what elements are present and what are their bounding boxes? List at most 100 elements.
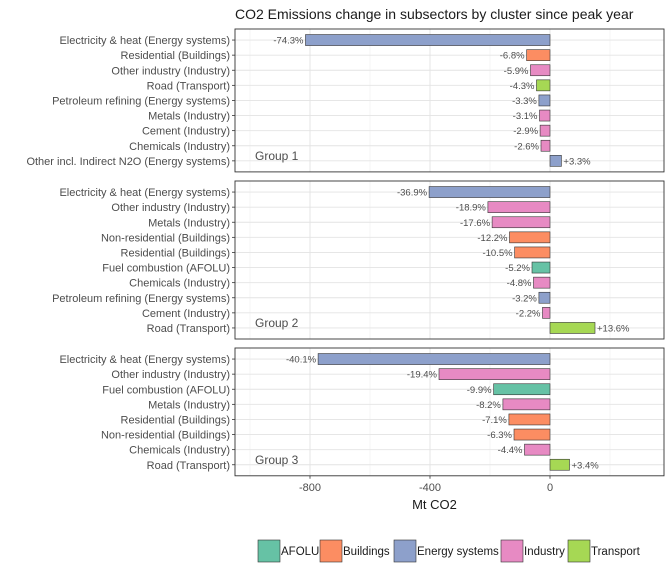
data-label: -74.3%: [273, 36, 304, 47]
data-label: -36.9%: [397, 188, 428, 199]
y-tick-label: Non-residential (Buildings): [101, 232, 230, 244]
y-tick-label: Chemicals (Industry): [129, 141, 230, 153]
data-label: -3.2%: [512, 293, 537, 304]
panel-border: [234, 180, 665, 340]
legend-label: AFOLU: [281, 546, 319, 558]
bar: [493, 383, 551, 396]
y-tick-label: Chemicals (Industry): [129, 278, 230, 290]
y-tick-label: Residential (Buildings): [121, 247, 230, 259]
data-label: -7.1%: [482, 415, 507, 426]
data-label: -4.8%: [507, 278, 532, 289]
data-label: -3.1%: [513, 111, 538, 122]
bar: [549, 322, 596, 334]
data-label: -3.3%: [512, 96, 537, 107]
data-label: +13.6%: [597, 323, 630, 334]
y-tick-label: Metals (Industry): [148, 111, 230, 123]
data-label: -4.3%: [510, 81, 535, 92]
y-tick-label: Fuel combustion (AFOLU): [102, 384, 230, 396]
legend-key: [567, 539, 591, 563]
chart-title: CO2 Emissions change in subsectors by cl…: [235, 6, 634, 22]
legend-label: Buildings: [343, 546, 390, 558]
y-tick-label: Other industry (Industry): [111, 369, 230, 381]
y-tick-label: Electricity & heat (Energy systems): [59, 187, 230, 199]
bar: [542, 307, 551, 319]
bar: [533, 276, 551, 289]
legend-label: Industry: [524, 546, 565, 558]
bar: [508, 413, 551, 426]
y-tick-label: Other industry (Industry): [111, 202, 230, 214]
panel-border: [234, 347, 665, 477]
y-tick-label: Non-residential (Buildings): [101, 430, 230, 442]
x-tick-label: 0: [547, 482, 553, 494]
data-label: -10.5%: [482, 248, 513, 259]
y-tick-label: Cement (Industry): [142, 126, 230, 138]
data-label: -2.9%: [513, 126, 538, 137]
bar: [530, 64, 551, 77]
y-tick-label: Electricity & heat (Energy systems): [59, 35, 230, 47]
x-axis-title: Mt CO2: [412, 497, 457, 512]
data-label: -5.2%: [505, 263, 530, 274]
bar: [514, 246, 551, 259]
group-label: Group 2: [255, 316, 299, 330]
data-label: +3.4%: [572, 460, 600, 471]
data-label: -6.3%: [487, 430, 512, 441]
bar: [539, 124, 551, 137]
panel-2: Electricity & heat (Energy systems) -36.9…: [52, 180, 665, 340]
bar: [549, 155, 562, 167]
bar: [539, 109, 551, 122]
data-label: -9.9%: [467, 385, 492, 396]
bar: [317, 353, 551, 365]
panel-background: [235, 348, 664, 476]
y-tick-label: Residential (Buildings): [121, 50, 230, 62]
y-tick-label: Petroleum refining (Energy systems): [52, 95, 230, 107]
bar: [305, 34, 551, 46]
data-label: -5.9%: [504, 66, 529, 77]
legend: AFOLU Buildings Energy systems Industry Tran…: [257, 539, 641, 563]
group-label: Group 3: [255, 453, 299, 467]
y-tick-label: Road (Transport): [147, 80, 230, 92]
data-label: -2.2%: [516, 308, 541, 319]
legend-key: [319, 539, 343, 563]
y-tick-label: Metals (Industry): [148, 399, 230, 411]
data-label: -17.6%: [460, 218, 491, 229]
legend-key: [393, 539, 417, 563]
data-label: -18.9%: [456, 203, 487, 214]
bar: [526, 49, 551, 61]
bar: [502, 398, 551, 411]
bar: [509, 231, 551, 244]
bar: [491, 216, 551, 229]
y-tick-label: Fuel combustion (AFOLU): [102, 263, 230, 275]
data-label: -12.2%: [477, 233, 508, 244]
bar: [428, 186, 551, 198]
y-tick-label: Metals (Industry): [148, 217, 230, 229]
y-tick-label: Road (Transport): [147, 323, 230, 335]
panel-border: [234, 28, 665, 173]
data-label: -8.2%: [476, 400, 501, 411]
bar: [536, 79, 551, 92]
y-tick-label: Chemicals (Industry): [129, 445, 230, 457]
bar: [438, 368, 551, 380]
data-label: +3.3%: [563, 156, 591, 167]
x-axis: -800 -400 0 Mt CO2: [299, 475, 553, 512]
bar: [524, 443, 551, 456]
bar: [538, 291, 551, 304]
legend-label: Transport: [591, 546, 641, 558]
bar: [487, 201, 551, 213]
panel-3: Electricity & heat (Energy systems) -40.1…: [59, 347, 665, 477]
data-label: -19.4%: [407, 370, 438, 381]
panel-background: [235, 181, 664, 339]
y-tick-label: Other incl. Indirect N2O (Energy systems…: [26, 156, 230, 168]
panel-1: Electricity & heat (Energy systems) -74.3…: [26, 28, 665, 173]
x-tick-label: -400: [419, 482, 441, 494]
group-label: Group 1: [255, 149, 299, 163]
y-tick-label: Residential (Buildings): [121, 414, 230, 426]
bar: [538, 94, 551, 107]
data-label: -4.4%: [498, 445, 523, 456]
bar: [513, 428, 551, 441]
legend-label: Energy systems: [417, 546, 499, 558]
y-tick-label: Road (Transport): [147, 460, 230, 472]
data-label: -2.6%: [514, 141, 539, 152]
bar: [549, 458, 570, 471]
bar: [531, 261, 551, 274]
data-label: -40.1%: [286, 355, 317, 366]
